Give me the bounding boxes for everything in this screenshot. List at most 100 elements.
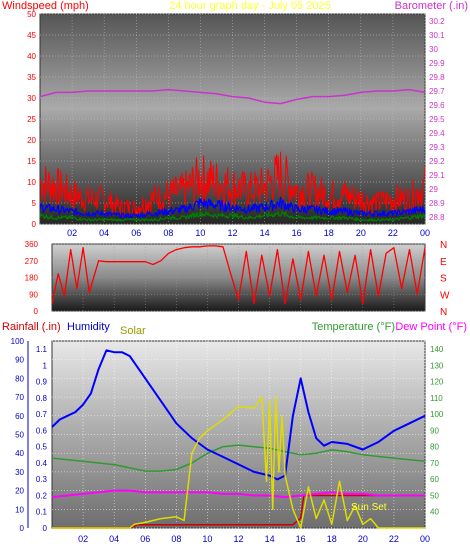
temperature-tick: 130: [430, 361, 444, 370]
temperature-tick: 140: [430, 345, 444, 354]
solar-axis-label: Solar: [120, 325, 146, 337]
graph-title: 24 hour graph day - July 05 2025: [169, 0, 330, 12]
temperature-tick: 80: [430, 443, 439, 452]
rain-humidity-temperature-panel: Rainfall (.in) Humidity Solar Temperatur…: [2, 321, 467, 544]
windspeed-axis-label: Windspeed (mph): [2, 0, 89, 12]
barometer-tick: 29.2: [429, 157, 445, 166]
panel1-hour-tick: 06: [131, 228, 141, 238]
panel1-series: [39, 88, 426, 222]
barometer-tick: 29.9: [429, 59, 445, 68]
temperature-tick: 120: [430, 378, 444, 387]
temperature-axis-label: Temperature (°F): [312, 321, 395, 333]
panel1-hour-ticks: 02 04 06 08 10 12 14 16 18 20 22 00: [67, 228, 430, 238]
windspeed-tick: 30: [27, 94, 36, 103]
humidity-tick: 10: [15, 505, 24, 514]
barometer-ticks: 28.8 28.9 29 29.1 29.2 29.3 29.4 29.5 29.6 29.7 29…: [429, 17, 445, 222]
panel1-hour-tick: 04: [99, 228, 109, 238]
rainfall-tick: 0: [43, 524, 48, 533]
panel3-hour-tick: 20: [358, 534, 368, 544]
wind-avg-line: [39, 196, 426, 219]
panel3-hour-ticks: 02 04 06 08 10 12 14 16 18 20 22 00: [78, 534, 430, 544]
windspeed-tick: 10: [27, 178, 36, 187]
windspeed-tick: 15: [27, 157, 36, 166]
rainfall-tick: 0.1: [36, 508, 48, 517]
humidity-tick: 0: [20, 524, 25, 533]
direction-degree-tick: 0: [34, 307, 39, 316]
direction-compass-tick: N: [440, 307, 447, 318]
panel3-hour-tick: 14: [265, 534, 275, 544]
panel3-series: [51, 349, 426, 529]
temperature-tick: 70: [430, 459, 439, 468]
barometer-tick: 29.3: [429, 143, 445, 152]
temperature-tick: 110: [430, 394, 443, 403]
panel1-hour-tick: 14: [260, 228, 270, 238]
windspeed-tick: 25: [27, 115, 36, 124]
wind-barometer-panel: Windspeed (mph) 24 hour graph day - July…: [2, 0, 468, 238]
windspeed-tick: 20: [27, 136, 36, 145]
panel3-hour-tick: 06: [140, 534, 150, 544]
panel3-hour-tick: 16: [296, 534, 306, 544]
direction-degree-tick: 270: [25, 257, 39, 266]
rainfall-tick: 0.7: [36, 410, 48, 419]
humidity-tick: 70: [15, 393, 24, 402]
panel3-hour-tick: 18: [327, 534, 337, 544]
panel3-hour-tick: 02: [78, 534, 88, 544]
humidity-tick: 80: [15, 374, 24, 383]
direction-degree-tick: 180: [25, 274, 39, 283]
wind-gust-line: [39, 151, 426, 217]
humidity-tick: 100: [11, 337, 25, 346]
direction-degree-tick: 360: [25, 240, 39, 249]
temperature-tick: 60: [430, 475, 439, 484]
panel3-hour-tick: 12: [233, 534, 243, 544]
sun-set-annotation: Sun Set: [351, 502, 387, 513]
windspeed-tick: 5: [32, 199, 37, 208]
panel1-hour-tick: 08: [163, 228, 173, 238]
humidity-ticks: 0 10 20 30 40 50 60 70 80 90 100: [11, 337, 25, 533]
direction-degree-tick: 90: [29, 290, 38, 299]
panel3-grid: [52, 340, 426, 529]
rainfall-tick: 0.5: [36, 443, 48, 452]
temperature-tick: 90: [430, 426, 439, 435]
direction-compass-tick: N: [440, 240, 447, 251]
barometer-tick: 29.4: [429, 129, 445, 138]
barometer-tick: 29.8: [429, 73, 445, 82]
humidity-tick: 50: [15, 431, 24, 440]
panel3-hour-tick: 00: [420, 534, 430, 544]
humidity-line: [51, 349, 426, 481]
panel1-hour-tick: 12: [227, 228, 237, 238]
panel2-series: [51, 245, 426, 305]
panel3-hour-tick: 10: [202, 534, 212, 544]
windspeed-tick: 0: [32, 220, 37, 229]
wind-direction-line: [51, 245, 426, 305]
panel1-hour-tick: 00: [420, 228, 430, 238]
barometer-tick: 29.5: [429, 115, 445, 124]
humidity-tick: 60: [15, 412, 24, 421]
barometer-tick: 30.1: [429, 31, 445, 40]
rainfall-tick: 0.4: [36, 459, 48, 468]
panel2-grid: [52, 243, 425, 312]
panel3-hour-tick: 04: [109, 534, 119, 544]
temperature-tick: 100: [430, 410, 444, 419]
barometer-tick: 30.2: [429, 17, 445, 26]
barometer-axis-label: Barometer (.in): [395, 0, 468, 12]
barometer-tick: 28.8: [429, 213, 445, 222]
panel1-hour-tick: 10: [195, 228, 205, 238]
barometer-tick: 29.1: [429, 171, 445, 180]
rainfall-tick: 0.9: [36, 378, 48, 387]
dew-point-axis-label: Dew Point (°F): [395, 321, 467, 333]
humidity-tick: 30: [15, 468, 24, 477]
panel3-hour-tick: 08: [171, 534, 181, 544]
humidity-axis-label: Humidity: [67, 321, 110, 333]
panel1-hour-tick: 20: [356, 228, 366, 238]
rainfall-tick: 0.3: [36, 475, 48, 484]
wind-low-line: [39, 210, 426, 222]
temperature-tick: 40: [430, 508, 439, 517]
panel3-hour-tick: 22: [389, 534, 399, 544]
temperature-line: [51, 444, 426, 472]
panel1-hour-tick: 18: [324, 228, 334, 238]
direction-compass-tick: W: [440, 290, 450, 301]
solar-line: [52, 396, 425, 529]
humidity-tick: 90: [15, 356, 24, 365]
rainfall-tick: 0.8: [36, 394, 48, 403]
